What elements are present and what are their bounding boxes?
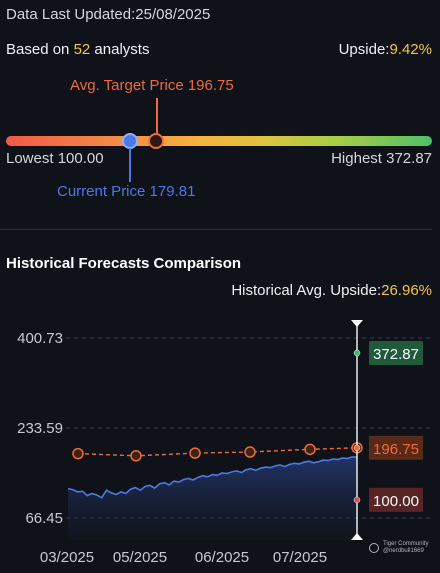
price-range-bar bbox=[6, 136, 432, 146]
lowest-end-label-bg bbox=[369, 487, 423, 512]
watermark-line1: Tiger Community bbox=[383, 541, 429, 547]
current-price-pointer bbox=[129, 148, 131, 182]
price-line bbox=[67, 456, 358, 499]
historical-forecast-chart[interactable]: 400.73 233.59 66.45 03/2025 05/2025 06/2025 0… bbox=[0, 310, 440, 573]
lowest-price-label: Lowest 100.00 bbox=[6, 150, 104, 167]
x-tick-label: 03/2025 bbox=[40, 549, 94, 566]
end-point bbox=[353, 349, 361, 357]
watermark-line2: @nerdbull1669 bbox=[383, 548, 424, 554]
tiger-community-logo-icon bbox=[369, 543, 379, 553]
target-end-label: 196.75 bbox=[373, 441, 419, 458]
avg-target-line bbox=[77, 447, 358, 457]
target-point bbox=[72, 447, 84, 460]
target-end-label-bg bbox=[369, 435, 423, 460]
end-point bbox=[353, 496, 361, 504]
highest-price-label: Highest 372.87 bbox=[331, 150, 432, 167]
x-tick-label: 07/2025 bbox=[273, 549, 327, 566]
current-price-marker[interactable] bbox=[122, 133, 138, 149]
y-tick-label: 66.45 bbox=[25, 510, 63, 527]
historical-upside-text: Historical Avg. Upside:26.96% bbox=[231, 282, 432, 299]
crosshair-top-handle bbox=[351, 320, 363, 327]
avg-target-price-label: Avg. Target Price 196.75 bbox=[70, 77, 234, 94]
data-updated-text: Data Last Updated:25/08/2025 bbox=[6, 6, 211, 23]
crosshair-bottom-handle bbox=[351, 533, 363, 540]
analyst-count-text: Based on 52 analysts bbox=[6, 41, 150, 58]
target-point bbox=[130, 450, 142, 462]
y-tick-label: 400.73 bbox=[17, 330, 63, 347]
x-tick-label: 05/2025 bbox=[113, 549, 167, 566]
end-point bbox=[353, 444, 361, 452]
target-point bbox=[304, 443, 316, 456]
target-point bbox=[189, 447, 201, 459]
section-divider bbox=[0, 229, 432, 230]
highest-end-label: 372.87 bbox=[373, 346, 419, 363]
historical-forecasts-title: Historical Forecasts Comparison bbox=[6, 255, 242, 272]
x-tick-label: 06/2025 bbox=[195, 549, 249, 566]
y-tick-label: 233.59 bbox=[17, 420, 63, 437]
target-point bbox=[244, 446, 256, 458]
watermark: Tiger Community @nerdbull1669 bbox=[368, 541, 428, 555]
target-price-marker[interactable] bbox=[148, 133, 164, 149]
target-price-pointer bbox=[156, 98, 158, 134]
price-area-fill bbox=[68, 456, 357, 540]
highest-end-label-bg bbox=[369, 341, 423, 366]
upside-text: Upside:9.42% bbox=[338, 41, 432, 58]
lowest-end-label: 100.00 bbox=[373, 493, 419, 510]
current-price-label: Current Price 179.81 bbox=[57, 183, 196, 200]
